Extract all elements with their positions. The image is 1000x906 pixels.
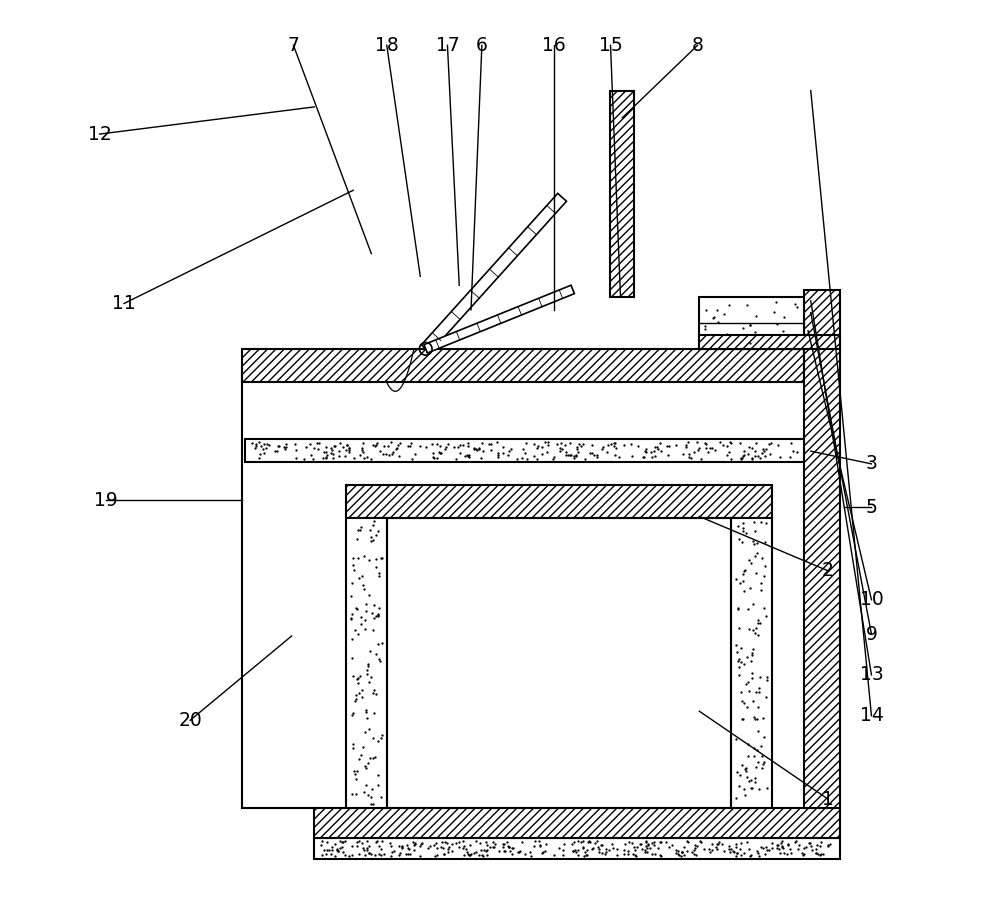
Bar [610,91,634,297]
Text: 17: 17 [436,36,459,54]
Bar [346,518,387,808]
Bar [387,518,731,808]
Text: 3: 3 [866,455,877,473]
Bar [242,349,804,382]
Text: 5: 5 [866,498,877,516]
Text: 1: 1 [822,790,834,808]
Text: 20: 20 [178,711,202,729]
Bar [346,485,772,518]
Bar [388,519,730,807]
Text: 16: 16 [542,36,566,54]
Bar [699,297,804,349]
Text: 2: 2 [822,562,834,580]
Text: 13: 13 [860,666,883,684]
Text: 7: 7 [287,36,299,54]
Text: 19: 19 [94,491,118,509]
Text: 11: 11 [112,294,136,313]
Text: 15: 15 [599,36,622,54]
Text: 6: 6 [476,36,488,54]
Text: 8: 8 [692,36,703,54]
Text: 18: 18 [375,36,399,54]
Bar [314,808,840,838]
Bar [731,518,772,808]
Bar [804,290,840,808]
Bar [314,838,840,859]
Text: 10: 10 [860,591,883,609]
Bar [245,439,804,462]
Bar [699,335,840,349]
Polygon shape [421,193,566,352]
Text: 14: 14 [860,707,883,725]
Text: 9: 9 [866,625,877,643]
Text: 12: 12 [88,125,111,143]
Polygon shape [424,285,574,353]
